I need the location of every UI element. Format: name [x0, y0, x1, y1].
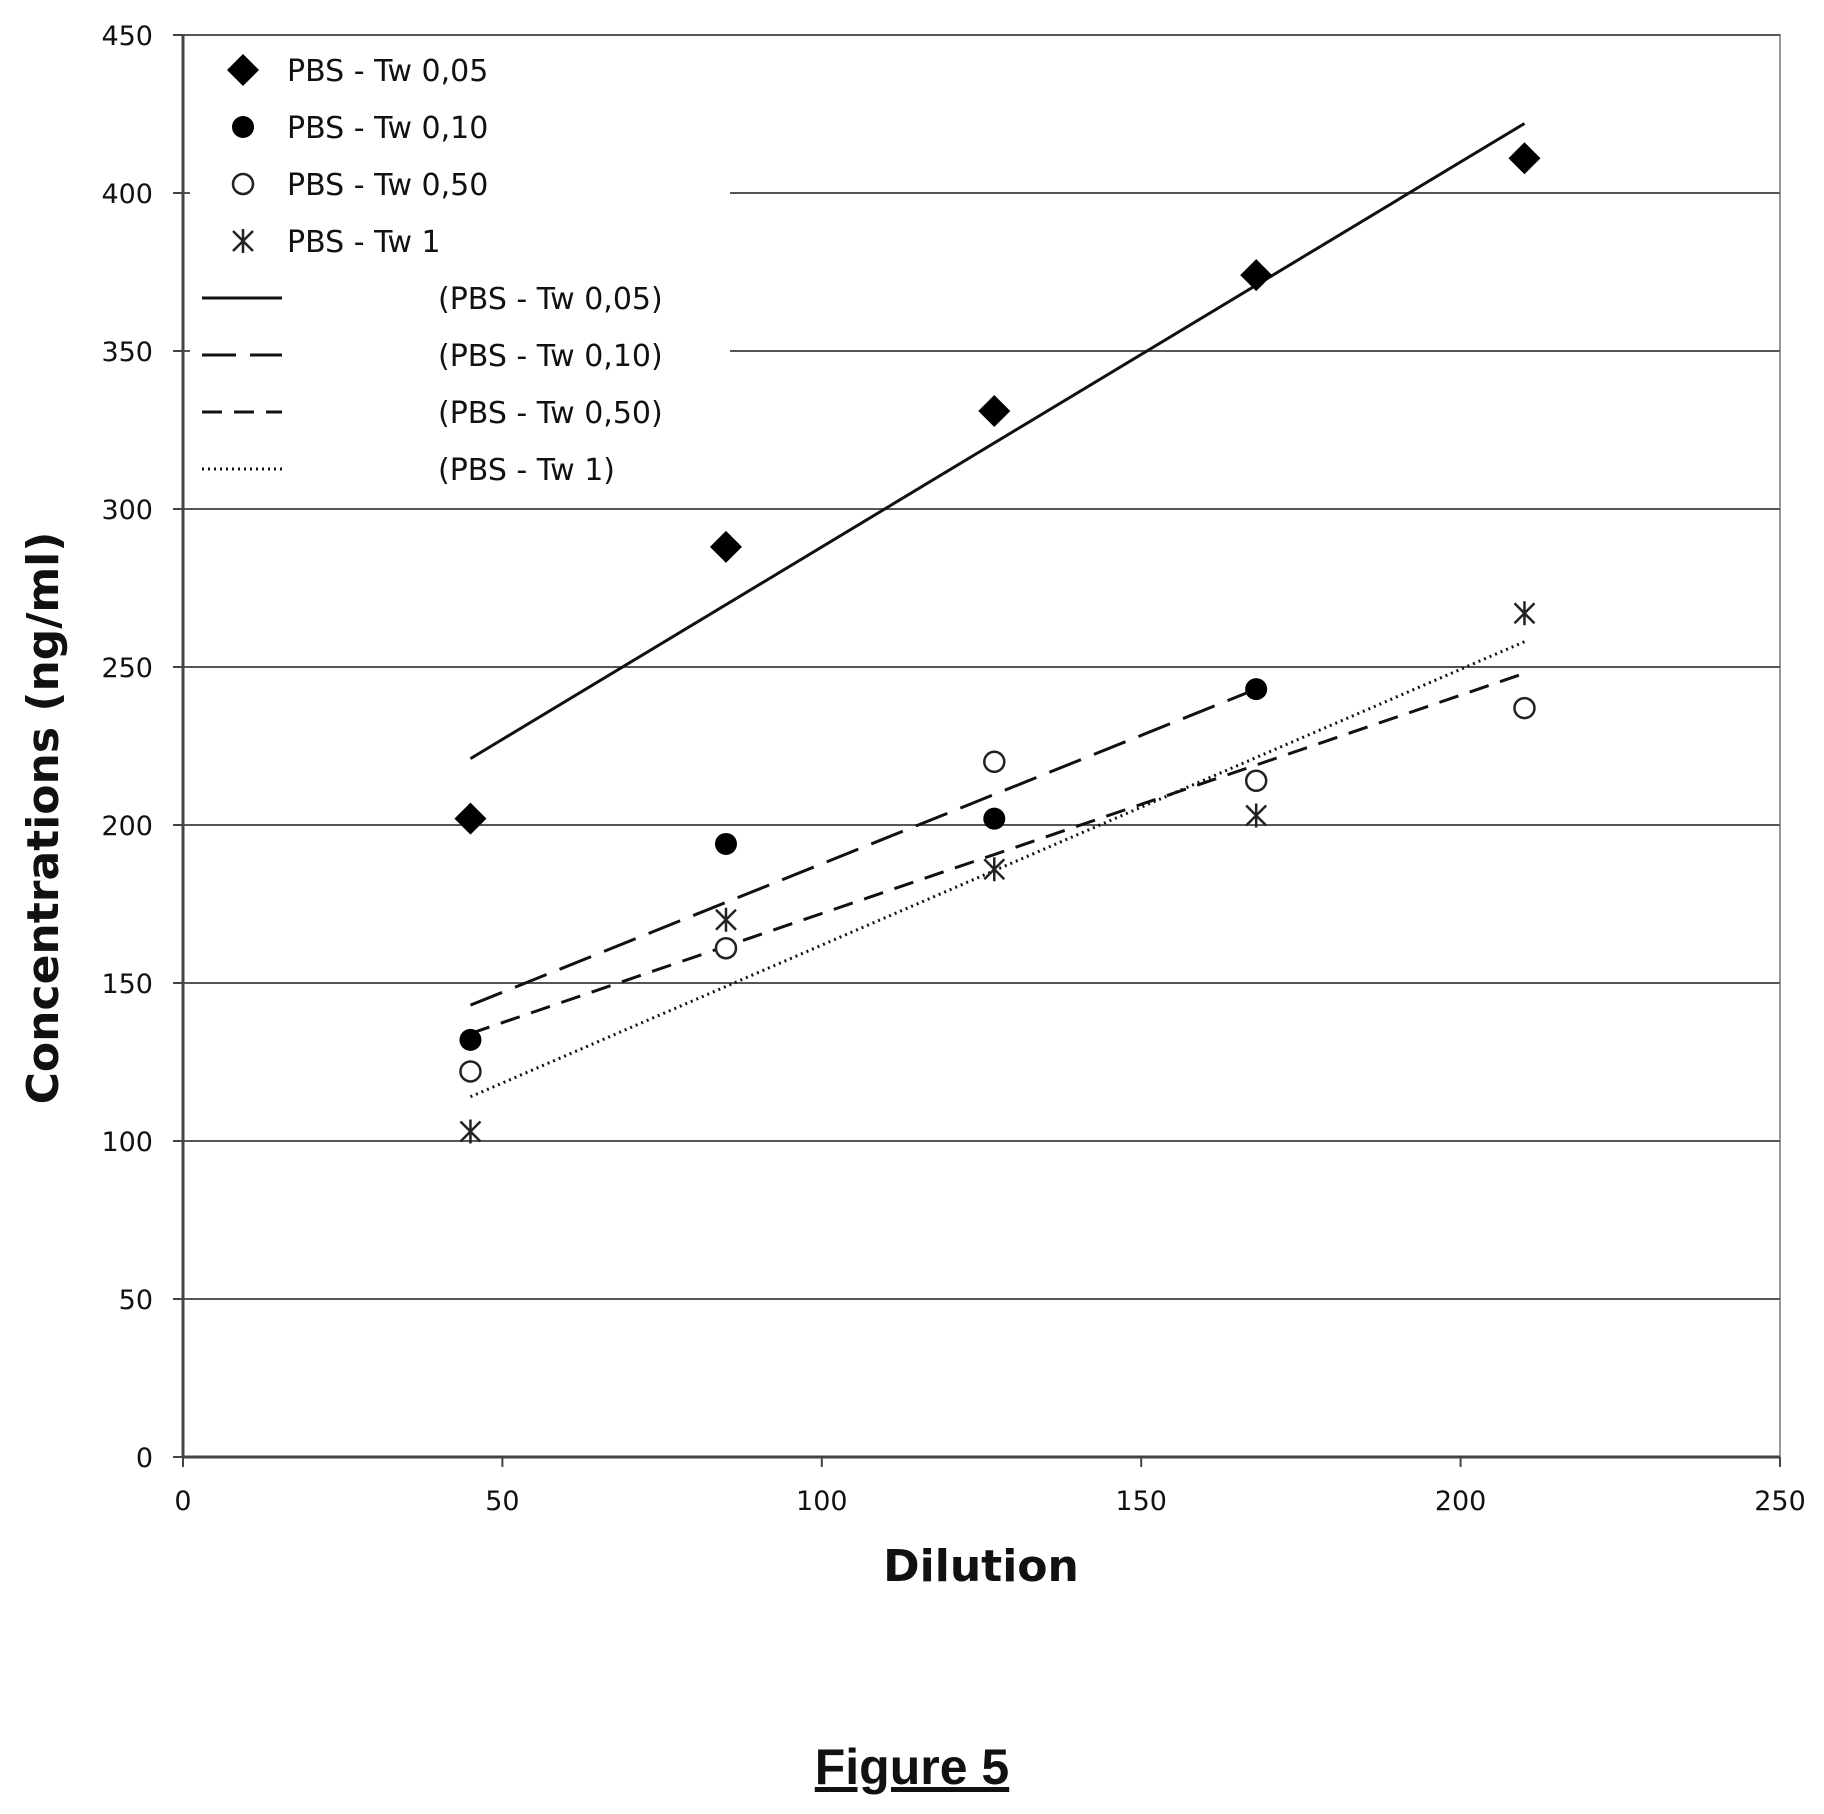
legend-marker	[232, 229, 254, 253]
trendline-3	[469, 671, 1525, 1035]
data-point	[714, 936, 738, 960]
trendline-1	[469, 122, 1526, 760]
y-axis-title: Concentrations (ng/ml)	[18, 532, 69, 1105]
y-tick-label: 50	[119, 1285, 153, 1316]
data-point	[983, 750, 1006, 774]
data-point	[1245, 803, 1268, 828]
trendlines	[469, 122, 1526, 1099]
data-point	[715, 907, 737, 932]
legend-marker	[232, 116, 254, 138]
x-tick-label: 0	[174, 1486, 191, 1517]
legend-label: PBS - Tw 0,05	[287, 54, 488, 89]
gridlines	[183, 34, 1780, 1300]
data-point	[714, 832, 737, 855]
data-point	[983, 807, 1006, 830]
x-tick-label: 200	[1435, 1486, 1487, 1517]
legend-trend-label: (PBS - Tw 0,10)	[438, 339, 663, 374]
legend-label: PBS - Tw 0,50	[287, 168, 488, 203]
data-point	[1240, 259, 1273, 292]
data-point	[978, 395, 1011, 428]
data-points	[454, 142, 1541, 1144]
legend-label: PBS - Tw 1	[287, 225, 441, 260]
data-point	[1513, 696, 1536, 720]
data-point	[1508, 142, 1541, 175]
data-point	[459, 1028, 482, 1051]
y-tick-label: 350	[101, 337, 153, 368]
tick-labels: 0 50 100 150 200 250 300 350 400 450 0 50 100 150 200 2…	[101, 21, 1805, 1517]
y-tick-label: 200	[101, 811, 153, 842]
scatter-chart: 0 50 100 150 200 250 300 350 400 450 0 50 100 150 200 2…	[18, 21, 1806, 1592]
legend-trend-label: (PBS - Tw 0,50)	[438, 396, 663, 431]
figure-caption: Figure 5	[814, 1739, 1010, 1795]
axes	[173, 34, 1781, 1467]
legend: PBS - Tw 0,05 (PBS - Tw 0,05) PBS - Tw 0,1…	[190, 42, 730, 497]
data-point	[454, 802, 487, 835]
legend-trend-label: (PBS - Tw 0,05)	[438, 282, 663, 317]
y-tick-label: 0	[136, 1443, 153, 1474]
data-point	[709, 530, 742, 563]
data-point	[983, 857, 1006, 882]
trendline-2	[469, 687, 1257, 1007]
y-tick-label: 150	[101, 969, 153, 1000]
x-axis-title: Dilution	[883, 1541, 1079, 1592]
x-tick-label: 150	[1115, 1486, 1167, 1517]
data-point	[1245, 678, 1268, 701]
data-point	[1244, 769, 1268, 793]
y-tick-label: 400	[101, 179, 153, 210]
legend-marker	[227, 54, 259, 86]
y-tick-label: 250	[101, 653, 153, 684]
data-point	[459, 1060, 482, 1083]
legend-label: PBS - Tw 0,10	[287, 111, 488, 146]
x-tick-label: 50	[485, 1486, 519, 1517]
y-tick-label: 450	[101, 21, 153, 52]
data-point	[459, 1119, 482, 1144]
legend-trend-label: (PBS - Tw 1)	[438, 453, 615, 488]
y-tick-label: 100	[101, 1127, 153, 1158]
x-tick-label: 250	[1754, 1486, 1806, 1517]
y-tick-label: 300	[101, 495, 153, 526]
legend-marker	[231, 172, 255, 196]
data-point	[1513, 601, 1536, 626]
x-tick-label: 100	[796, 1486, 848, 1517]
legend-background	[190, 42, 730, 497]
